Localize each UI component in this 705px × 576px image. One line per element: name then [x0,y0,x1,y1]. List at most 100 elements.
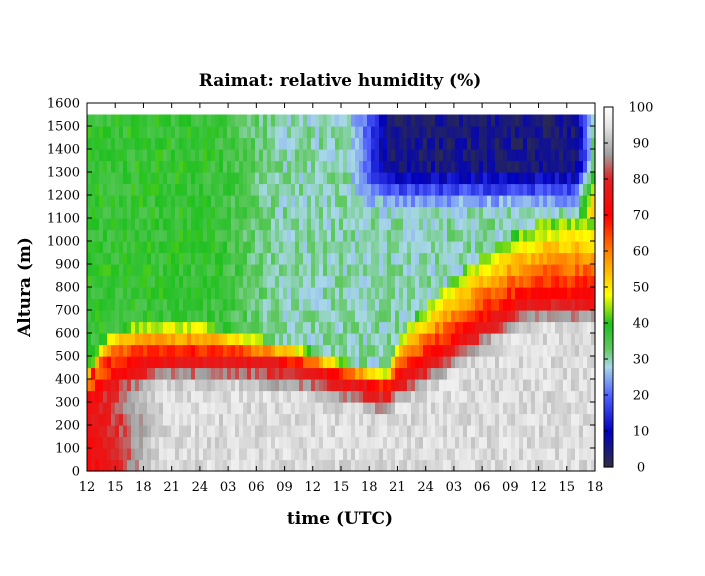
heatmap-cell [411,459,416,472]
heatmap-cell [339,241,344,254]
heatmap-cell [95,137,100,150]
heatmap-cell [419,264,424,277]
heatmap-cell [203,287,208,300]
heatmap-cell [211,206,216,219]
heatmap-cell [91,333,96,346]
heatmap-cell [179,114,184,127]
heatmap-cell [527,114,532,127]
heatmap-cell [87,459,92,472]
heatmap-cell [367,402,372,415]
heatmap-cell [451,333,456,346]
heatmap-cell [407,241,412,254]
heatmap-cell [291,379,296,392]
heatmap-cell [471,114,476,127]
heatmap-cell [523,172,528,185]
heatmap-cell [367,379,372,392]
heatmap-cell [115,287,120,300]
heatmap-cell [451,160,456,173]
heatmap-cell [539,344,544,357]
heatmap-cell [195,218,200,231]
heatmap-cell [487,298,492,311]
heatmap-cell [427,356,432,369]
heatmap-cell [355,149,360,162]
heatmap-cell [259,344,264,357]
heatmap-cell [99,425,104,438]
heatmap-cell [243,114,248,127]
y-tick-label: 100 [55,442,80,457]
heatmap-cell [407,160,412,173]
heatmap-cell [107,183,112,196]
heatmap-cell [531,126,536,139]
heatmap-cell [207,425,212,438]
heatmap-cell [359,436,364,449]
heatmap-cell [159,425,164,438]
heatmap-cell [303,425,308,438]
heatmap-cell [519,183,524,196]
heatmap-cell [291,275,296,288]
heatmap-cell [243,333,248,346]
heatmap-cell [155,264,160,277]
heatmap-cell [219,356,224,369]
heatmap-cell [527,413,532,426]
heatmap-cell [175,126,180,139]
heatmap-cell [143,413,148,426]
heatmap-cell [399,425,404,438]
heatmap-cell [567,241,572,254]
heatmap-cell [491,459,496,472]
heatmap-cell [351,356,356,369]
heatmap-cell [131,218,136,231]
heatmap-cell [215,356,220,369]
heatmap-cell [475,287,480,300]
colorbar-segment [604,260,613,264]
heatmap-cell [111,333,116,346]
heatmap-cell [195,264,200,277]
heatmap-cell [291,310,296,323]
heatmap-cell [523,114,528,127]
heatmap-cell [159,264,164,277]
heatmap-cell [531,229,536,242]
heatmap-cell [495,114,500,127]
heatmap-cell [159,160,164,173]
heatmap-cell [435,356,440,369]
heatmap-cell [207,252,212,265]
heatmap-cell [523,149,528,162]
heatmap-cell [291,344,296,357]
heatmap-cell [279,333,284,346]
heatmap-cell [119,160,124,173]
heatmap-cell [179,344,184,357]
colorbar-segment [604,203,613,207]
heatmap-cell [331,206,336,219]
heatmap-cell [567,206,572,219]
heatmap-cell [391,459,396,472]
heatmap-cell [547,137,552,150]
heatmap-cell [159,206,164,219]
heatmap-cell [447,252,452,265]
heatmap-cell [191,425,196,438]
heatmap-cell [223,436,228,449]
heatmap-cell [235,114,240,127]
heatmap-cell [579,287,584,300]
heatmap-cell [527,195,532,208]
heatmap-cell [415,413,420,426]
heatmap-cell [131,402,136,415]
heatmap-cell [487,126,492,139]
heatmap-cell [99,149,104,162]
heatmap-cell [555,321,560,334]
heatmap-cell [159,356,164,369]
heatmap-cell [487,160,492,173]
heatmap-cell [135,275,140,288]
heatmap-cell [543,206,548,219]
heatmap-cell [331,160,336,173]
heatmap-cell [367,333,372,346]
heatmap-cell [387,114,392,127]
heatmap-cell [487,310,492,323]
heatmap-cell [159,252,164,265]
heatmap-cell [287,183,292,196]
heatmap-cell [579,218,584,231]
heatmap-cell [423,195,428,208]
heatmap-cell [119,287,124,300]
heatmap-cell [311,149,316,162]
heatmap-cell [287,298,292,311]
heatmap-cell [323,436,328,449]
heatmap-cell [479,241,484,254]
